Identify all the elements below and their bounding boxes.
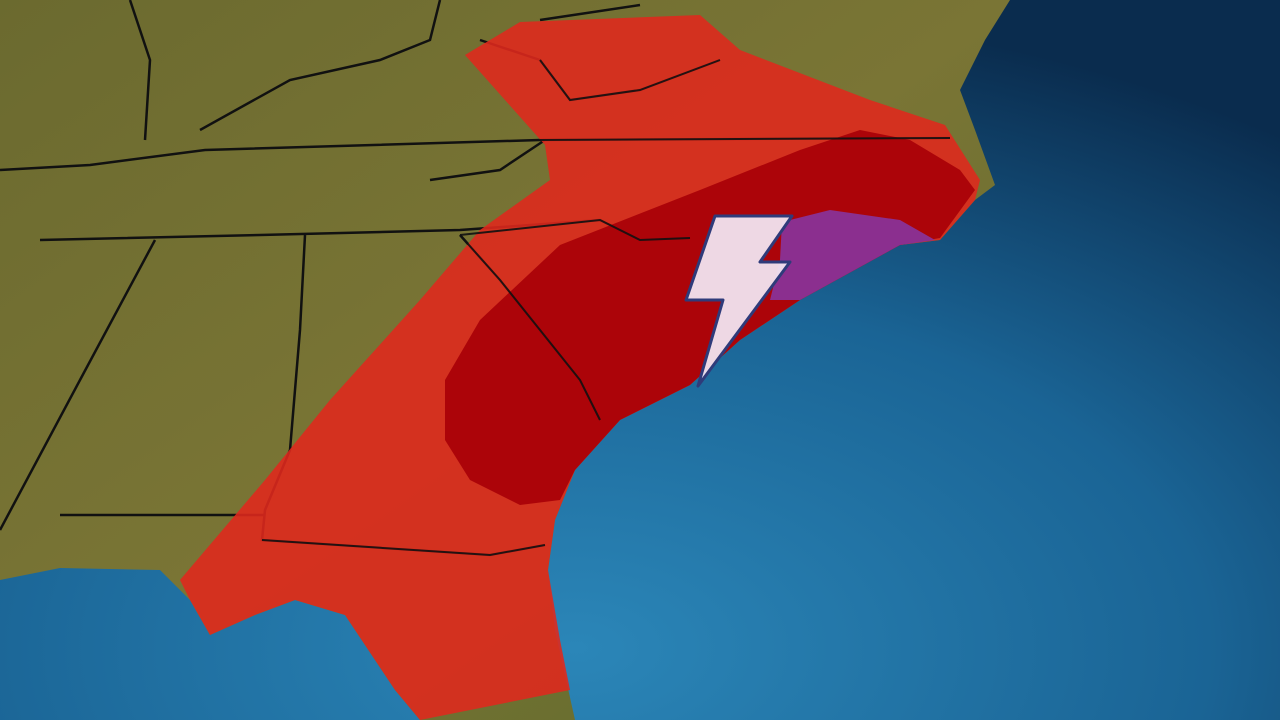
state-borders-overlay xyxy=(261,59,951,557)
lightning-bolt-icon xyxy=(684,214,794,388)
risk-area-highest xyxy=(770,210,935,300)
